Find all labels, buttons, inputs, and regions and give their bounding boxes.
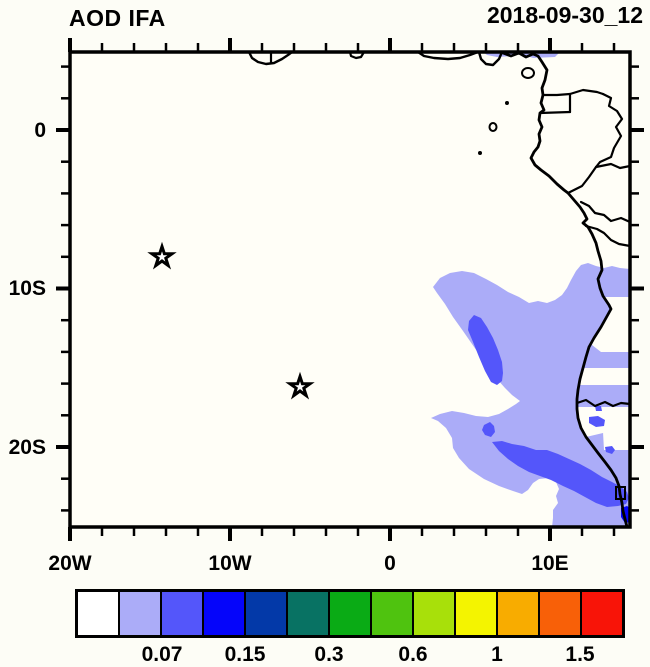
border-angola-drc — [584, 224, 632, 248]
colorbar-cell — [370, 592, 412, 635]
coast-walvis-bay-box — [615, 486, 626, 500]
border-gabon-congo — [566, 92, 624, 195]
border-eq-guinea-north — [541, 92, 572, 97]
map-frame — [68, 50, 632, 529]
coast-fragment-niger-delta-bay — [477, 50, 504, 67]
land-white-gap-1 — [592, 297, 630, 352]
colorbar-cell — [286, 592, 328, 635]
x-axis-label-20w: 20W — [48, 552, 92, 575]
island-sao-tome — [488, 122, 498, 132]
coast-fragment-benin-bight — [416, 50, 480, 61]
colorbar-label-0-3: 0.3 — [314, 643, 344, 666]
colorbar-cell — [496, 592, 538, 635]
colorbar-cell — [118, 592, 160, 635]
colorbar-label-0-15: 0.15 — [224, 643, 266, 666]
aod-level2-inland-patch — [589, 416, 605, 427]
coast-fragment-guinea — [247, 50, 294, 66]
plot-title: AOD IFA — [69, 5, 166, 31]
colorbar-cell — [160, 592, 202, 635]
y-axis-label-20s: 20S — [8, 436, 46, 459]
station-star-marker — [147, 241, 177, 270]
border-eq-guinea-south — [538, 110, 572, 115]
x-axis-label-10w: 10W — [208, 552, 252, 575]
colorbar-cell — [78, 592, 118, 635]
aod-level2-upper-core — [468, 315, 503, 385]
colorbar-cell — [202, 592, 244, 635]
colorbar-label-0-07: 0.07 — [141, 643, 183, 666]
island-bioko — [521, 67, 535, 79]
colorbar-label-0-6: 0.6 — [398, 643, 428, 666]
station-star-marker — [285, 371, 315, 400]
timestamp-label: 2018-09-30_12 — [486, 2, 643, 28]
border-cameroon-gabon — [568, 88, 605, 96]
aod-level2-inland-dot-1 — [595, 406, 602, 411]
colorbar-label-1-5: 1.5 — [565, 643, 595, 666]
land-white-gap-4 — [603, 432, 630, 450]
land-white-gap-2 — [580, 368, 630, 385]
x-axis-label-0: 0 — [384, 552, 396, 575]
aod-level2-dot — [482, 422, 495, 437]
border-cabinda-north — [579, 200, 632, 224]
colorbar-cell — [454, 592, 496, 635]
colorbar-cell — [580, 592, 622, 635]
coastline-main-africa — [501, 51, 629, 529]
colorbar-label-1: 1 — [491, 643, 503, 666]
y-axis-label-10s: 10S — [8, 277, 46, 300]
colorbar-cell — [412, 592, 454, 635]
island-principe — [505, 101, 509, 105]
border-angola-namibia — [575, 398, 632, 408]
colorbar-cell — [244, 592, 286, 635]
colorbar — [75, 589, 625, 638]
coast-fragment-ghana — [348, 50, 366, 60]
aod-level2-lower-band — [492, 441, 629, 507]
x-axis-label-10e: 10E — [531, 552, 569, 575]
colorbar-cell — [538, 592, 580, 635]
border-congo-east-branch — [594, 162, 632, 170]
island-annobon — [478, 151, 482, 155]
colorbar-cell — [328, 592, 370, 635]
y-axis-label-0: 0 — [34, 119, 46, 142]
aod-level2-inland-dot-2 — [605, 446, 615, 454]
